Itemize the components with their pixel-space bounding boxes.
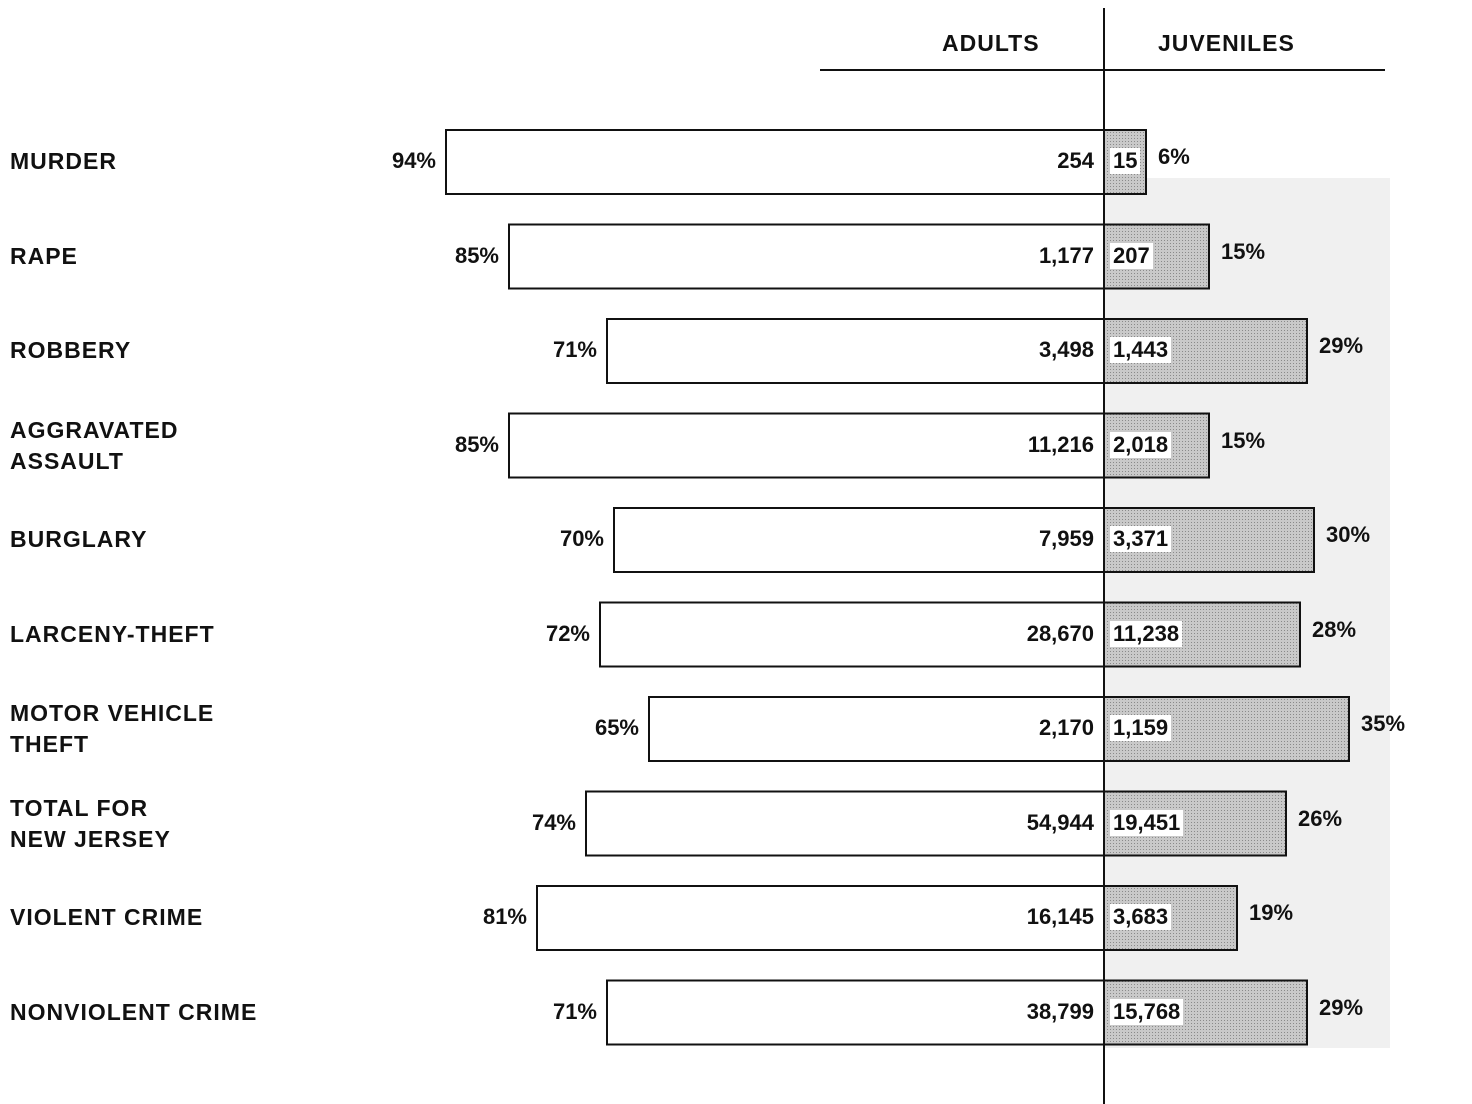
juvenile-percent-label: 6% bbox=[1158, 144, 1190, 169]
adult-percent-label: 71% bbox=[552, 337, 597, 362]
adult-value-label: 1,177 bbox=[1038, 242, 1094, 268]
adult-bar bbox=[585, 790, 1105, 857]
adult-percent-label: 72% bbox=[545, 620, 590, 646]
header-juveniles: JUVENILES bbox=[1158, 30, 1295, 56]
category-label: NONVIOLENT CRIME bbox=[10, 998, 258, 1025]
category-label: LARCENY-THEFT bbox=[10, 620, 215, 647]
adult-percent-label: 85% bbox=[454, 431, 499, 457]
juvenile-value-label: 15 bbox=[1110, 148, 1141, 174]
juvenile-value-label: 15,768 bbox=[1110, 998, 1184, 1025]
adult-bar bbox=[508, 223, 1105, 290]
juvenile-percent-label: 15% bbox=[1221, 427, 1266, 453]
juvenile-percent-label: 26% bbox=[1298, 805, 1343, 831]
adult-percent-label: 81% bbox=[482, 904, 527, 929]
category-label: RAPE bbox=[10, 242, 78, 269]
adult-bar bbox=[648, 696, 1105, 762]
adult-value-label: 254 bbox=[1057, 148, 1094, 173]
adult-bar bbox=[599, 601, 1105, 668]
juvenile-value-label: 1,159 bbox=[1110, 715, 1172, 741]
adult-value-label: 38,799 bbox=[1026, 998, 1094, 1024]
adult-value-label: 16,145 bbox=[1026, 904, 1094, 929]
juvenile-percent-label: 15% bbox=[1221, 238, 1266, 264]
juvenile-value-label: 19,451 bbox=[1110, 809, 1184, 836]
juvenile-value-label: 3,683 bbox=[1110, 904, 1172, 930]
adult-value-label: 28,670 bbox=[1026, 620, 1094, 646]
juvenile-percent-label: 35% bbox=[1361, 711, 1406, 736]
adult-bar bbox=[536, 885, 1105, 951]
juvenile-percent-label: 30% bbox=[1326, 522, 1371, 547]
category-label: MURDER bbox=[10, 148, 117, 174]
category-label: MOTOR VEHICLE THEFT bbox=[10, 700, 215, 757]
adult-value-label: 2,170 bbox=[1038, 715, 1094, 740]
adult-percent-label: 65% bbox=[594, 715, 639, 740]
juvenile-value-label: 1,443 bbox=[1110, 337, 1172, 363]
adult-bar bbox=[508, 412, 1105, 479]
adult-bar bbox=[606, 979, 1105, 1046]
adult-bar bbox=[445, 129, 1105, 195]
category-label: AGGRAVATED ASSAULT bbox=[10, 416, 179, 474]
category-label: VIOLENT CRIME bbox=[10, 904, 204, 930]
juvenile-percent-label: 29% bbox=[1319, 994, 1364, 1020]
adult-bar bbox=[613, 507, 1105, 573]
category-label: TOTAL FOR NEW JERSEY bbox=[10, 794, 171, 852]
juvenile-percent-label: 19% bbox=[1249, 900, 1294, 925]
adult-value-label: 54,944 bbox=[1026, 809, 1094, 835]
juvenile-value-label: 2,018 bbox=[1110, 431, 1172, 458]
adult-percent-label: 71% bbox=[552, 998, 597, 1024]
header-adults: ADULTS bbox=[942, 30, 1040, 56]
adult-value-label: 3,498 bbox=[1038, 337, 1094, 362]
juvenile-value-label: 207 bbox=[1110, 242, 1153, 269]
adult-percent-label: 94% bbox=[391, 148, 436, 173]
juvenile-percent-label: 28% bbox=[1312, 616, 1357, 642]
juvenile-value-label: 11,238 bbox=[1110, 620, 1183, 647]
adult-percent-label: 74% bbox=[531, 809, 576, 835]
adult-percent-label: 70% bbox=[559, 526, 604, 551]
adult-value-label: 7,959 bbox=[1038, 526, 1094, 551]
category-label: BURGLARY bbox=[10, 526, 148, 552]
category-label: ROBBERY bbox=[10, 337, 132, 363]
adult-value-label: 11,216 bbox=[1027, 431, 1094, 457]
juvenile-value-label: 3,371 bbox=[1110, 526, 1172, 552]
juvenile-percent-label: 29% bbox=[1319, 333, 1364, 358]
adult-bar bbox=[606, 318, 1105, 384]
adult-percent-label: 85% bbox=[454, 242, 499, 268]
